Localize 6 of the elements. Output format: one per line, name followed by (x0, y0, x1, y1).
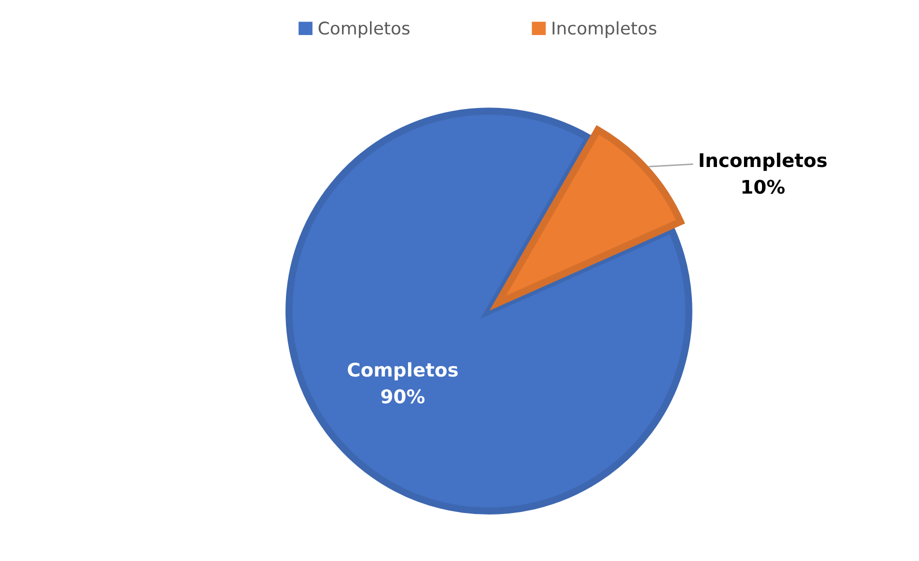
legend-label: Completos (318, 21, 410, 38)
data-label: 10% (742, 180, 785, 194)
slice-label: Completos (348, 362, 458, 380)
data-label: 90% (381, 389, 425, 404)
slice-label: Incompletos (700, 152, 827, 171)
legend-label: Incompletos (552, 21, 656, 38)
